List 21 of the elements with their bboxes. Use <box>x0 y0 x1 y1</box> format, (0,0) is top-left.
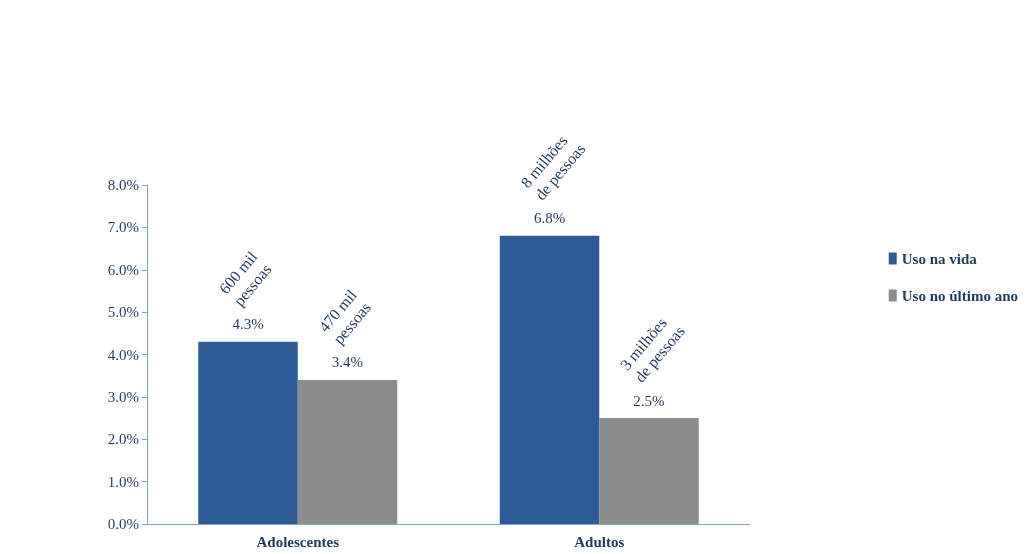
legend-label: Uso no último ano <box>901 287 1019 304</box>
x-tick-label: Adolescentes <box>256 533 340 550</box>
y-tick-label: 2.0% <box>107 431 139 448</box>
bar <box>599 418 699 524</box>
y-tick-label: 0.0% <box>107 516 139 532</box>
data-label: 6.8% <box>533 210 566 227</box>
y-tick-label: 1.0% <box>107 473 139 490</box>
data-label: 2.5% <box>633 392 665 409</box>
y-tick-label: 4.0% <box>107 346 139 363</box>
y-tick-label: 6.0% <box>107 261 139 278</box>
data-label: 3.4% <box>331 354 364 371</box>
x-tick-label: Adultos <box>574 533 625 550</box>
y-tick-label: 5.0% <box>107 304 139 321</box>
bar <box>198 341 298 524</box>
bar <box>297 379 398 524</box>
data-label: 4.3% <box>232 316 264 333</box>
bar <box>499 235 600 524</box>
y-tick-label: 8.0% <box>107 177 139 193</box>
legend-label: Uso na vida <box>901 250 978 267</box>
y-tick-label: 7.0% <box>107 219 139 236</box>
y-tick-label: 3.0% <box>107 388 139 405</box>
